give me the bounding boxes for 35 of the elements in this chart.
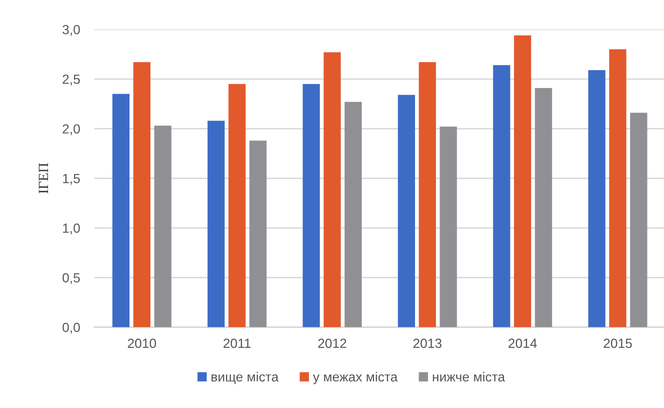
x-tick-label: 2013 — [413, 338, 442, 348]
y-tick-label: 3,0 — [62, 24, 80, 36]
bar — [324, 52, 341, 328]
x-tick-label: 2012 — [318, 338, 346, 348]
bar — [302, 84, 320, 328]
bar — [534, 88, 552, 328]
legend-label: нижче міста — [432, 372, 506, 382]
bar — [228, 84, 246, 328]
bar — [493, 65, 510, 328]
bar — [133, 62, 150, 328]
bar — [344, 102, 362, 328]
bar — [418, 62, 436, 328]
bar — [440, 126, 457, 328]
legend-label: у межах міста — [312, 372, 398, 384]
x-tick-label: 2011 — [224, 338, 251, 348]
bar — [630, 112, 648, 328]
bar — [398, 94, 416, 328]
x-tick-label: 2014 — [508, 338, 537, 348]
legend-label: вище міста — [212, 372, 279, 384]
y-tick-label: 2,0 — [62, 124, 80, 136]
y-tick-label: 0,0 — [62, 322, 80, 334]
bar — [588, 70, 606, 328]
y-tick-label: 1,5 — [63, 174, 80, 185]
bar — [514, 35, 532, 328]
y-tick-label: 1,0 — [63, 224, 80, 234]
y-tick-label: 0,5 — [62, 273, 80, 284]
bar — [609, 49, 626, 328]
bar — [249, 140, 267, 328]
bar — [154, 126, 172, 328]
y-axis-title: ІГЕП — [38, 163, 48, 194]
x-tick-label: 2015 — [604, 338, 632, 348]
y-tick-label: 2,5 — [62, 74, 80, 86]
x-tick-label: 2010 — [128, 338, 156, 348]
bar — [208, 120, 225, 328]
bar — [112, 94, 130, 328]
